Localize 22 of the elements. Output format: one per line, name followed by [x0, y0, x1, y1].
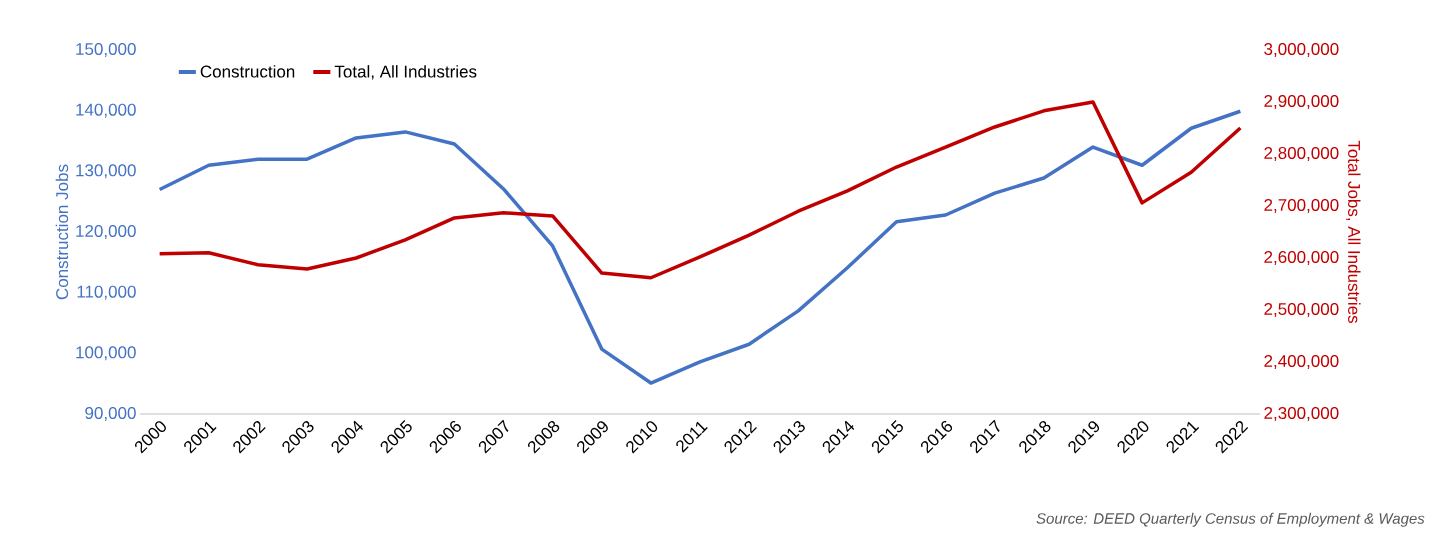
y-tick-label: 100,000 [76, 346, 136, 361]
y2-tick-label: 2,900,000 [1264, 94, 1339, 110]
y-tick-label: 140,000 [76, 103, 136, 118]
legend-label: Construction [200, 65, 295, 78]
y2-tick-label: 2,800,000 [1264, 146, 1339, 162]
y2-tick-label: 2,300,000 [1264, 406, 1339, 422]
y-tick-label: 130,000 [76, 164, 136, 179]
y-axis-title: Construction Jobs [55, 164, 69, 300]
y-tick-label: 120,000 [76, 224, 136, 240]
y2-axis-title: Total Jobs, All Industries [1346, 140, 1361, 324]
y-tick-label: 150,000 [76, 42, 136, 58]
y2-tick-label: 3,000,000 [1264, 42, 1339, 58]
y2-tick-label: 2,500,000 [1264, 302, 1339, 318]
legend-label: Total, All Industries [334, 65, 477, 80]
source-note: Source: DEED Quarterly Census of Employment & Wages [1036, 512, 1425, 527]
line-series [157, 109, 1243, 385]
y2-tick-label: 2,600,000 [1264, 250, 1339, 266]
y2-tick-label: 2,400,000 [1264, 354, 1339, 370]
y-tick-label: 90,000 [85, 406, 136, 422]
y-tick-label: 110,000 [77, 285, 136, 300]
y2-tick-label: 2,700,000 [1264, 198, 1339, 214]
line-series [157, 100, 1243, 280]
